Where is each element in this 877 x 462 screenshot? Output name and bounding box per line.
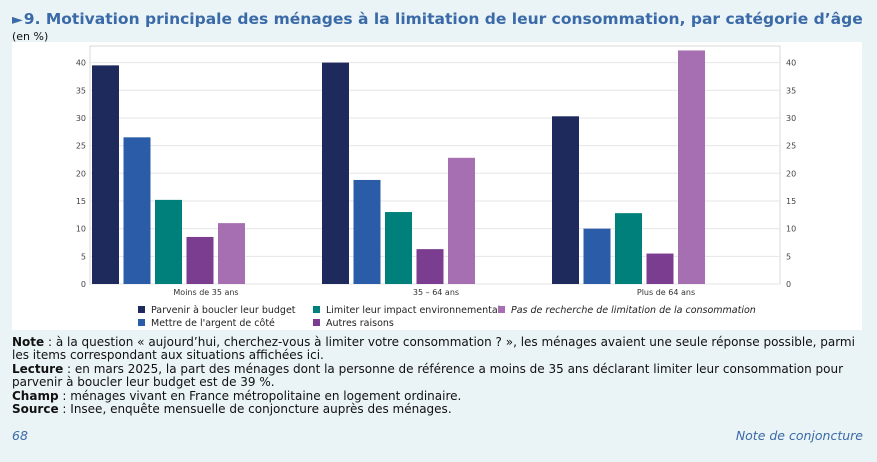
- bar: [322, 62, 349, 285]
- y-tick-label-left: 0: [81, 280, 86, 289]
- legend-swatch: [498, 306, 505, 313]
- bar-chart: 0 0 5 5 10 10 15 15 20 20 25 25 30 30 35 35 40 40 Moins de…: [76, 45, 796, 297]
- source-text: : Insee, enquête mensuelle de conjonctur…: [58, 402, 452, 417]
- chart-panel: 0 0 5 5 10 10 15 15 20 20 25 25 30 30 35 35 40 40 Moins de…: [12, 42, 862, 330]
- bar: [385, 212, 412, 284]
- legend-item: Limiter leur impact environnemental: [313, 305, 500, 316]
- bar: [583, 228, 611, 284]
- y-tick-label-right: 20: [786, 169, 796, 178]
- bar: [416, 249, 444, 284]
- y-tick-label-left: 20: [76, 169, 86, 178]
- y-tick-label-right: 40: [786, 59, 796, 68]
- legend-swatch: [138, 319, 145, 326]
- axes: 0 0 5 5 10 10 15 15 20 20 25 25 30 30 35 35 40 40 Moins de…: [76, 59, 796, 297]
- scope-text: : ménages vivant en France métropolitain…: [58, 388, 462, 403]
- reading-label: Lecture: [12, 361, 64, 376]
- legend-item: Pas de recherche de limitation de la con…: [498, 305, 756, 316]
- y-tick-label-right: 5: [786, 252, 791, 261]
- title-marker-icon: ►: [12, 12, 23, 28]
- y-tick-label-left: 25: [76, 142, 86, 151]
- bar: [92, 65, 119, 284]
- bar: [186, 236, 214, 284]
- bar: [678, 50, 705, 285]
- legend-label: Limiter leur impact environnemental: [326, 305, 501, 316]
- page-number: 68: [12, 428, 28, 443]
- x-tick-label: 35 – 64 ans: [413, 288, 459, 297]
- legend-item: Parvenir à boucler leur budget: [138, 305, 296, 316]
- y-tick-label-left: 35: [76, 86, 86, 95]
- note-paragraph: Note : à la question « aujourd’hui, cher…: [12, 335, 867, 363]
- unit-label: (en %): [12, 30, 49, 43]
- note-text: : à la question « aujourd’hui, cherchez-…: [12, 335, 855, 363]
- x-tick-label: Plus de 64 ans: [637, 288, 695, 297]
- title-text: 9. Motivation principale des ménages à l…: [23, 10, 863, 28]
- y-tick-label-right: 10: [786, 225, 796, 234]
- bar: [615, 213, 642, 284]
- bar: [552, 116, 579, 284]
- legend-label: Parvenir à boucler leur budget: [151, 305, 296, 316]
- bar: [448, 157, 475, 284]
- y-tick-label-right: 15: [786, 197, 796, 206]
- x-tick-label: Moins de 35 ans: [173, 288, 238, 297]
- y-tick-label-left: 15: [76, 197, 86, 206]
- y-tick-label-right: 30: [786, 114, 796, 123]
- note-label: Note: [12, 335, 45, 349]
- y-tick-label-left: 10: [76, 225, 86, 234]
- publication-name: Note de conjoncture: [735, 428, 863, 443]
- reading-text: : en mars 2025, la part des ménages dont…: [12, 361, 844, 390]
- legend-label: Mettre de l'argent de côté: [151, 318, 275, 329]
- reading-paragraph: Lecture : en mars 2025, la part des ména…: [12, 361, 867, 390]
- bar: [155, 199, 182, 284]
- source-label: Source: [12, 402, 59, 417]
- scope-label: Champ: [12, 388, 59, 403]
- legend-swatch: [138, 306, 145, 313]
- bars: [92, 50, 705, 285]
- bar: [646, 253, 674, 284]
- scope-paragraph: Champ : ménages vivant en France métropo…: [12, 388, 867, 403]
- legend-item: Mettre de l'argent de côté: [138, 318, 275, 329]
- y-tick-label-left: 5: [81, 252, 86, 261]
- y-tick-label-right: 0: [786, 280, 791, 289]
- legend-swatch: [313, 319, 320, 326]
- source-paragraph: Source : Insee, enquête mensuelle de con…: [12, 402, 867, 417]
- y-tick-label-right: 25: [786, 142, 796, 151]
- y-tick-label-left: 40: [76, 59, 86, 68]
- legend-item: Autres raisons: [313, 318, 394, 329]
- legend-label: Autres raisons: [326, 318, 394, 329]
- bar: [123, 137, 151, 284]
- legend-label: Pas de recherche de limitation de la con…: [511, 305, 756, 316]
- bar: [353, 179, 381, 284]
- bar: [218, 223, 245, 284]
- chart-title: ►9. Motivation principale des ménages à …: [12, 10, 863, 28]
- legend-swatch: [313, 306, 320, 313]
- y-tick-label-left: 30: [76, 114, 86, 123]
- notes: Note : à la question « aujourd’hui, cher…: [12, 335, 867, 417]
- y-tick-label-right: 35: [786, 86, 796, 95]
